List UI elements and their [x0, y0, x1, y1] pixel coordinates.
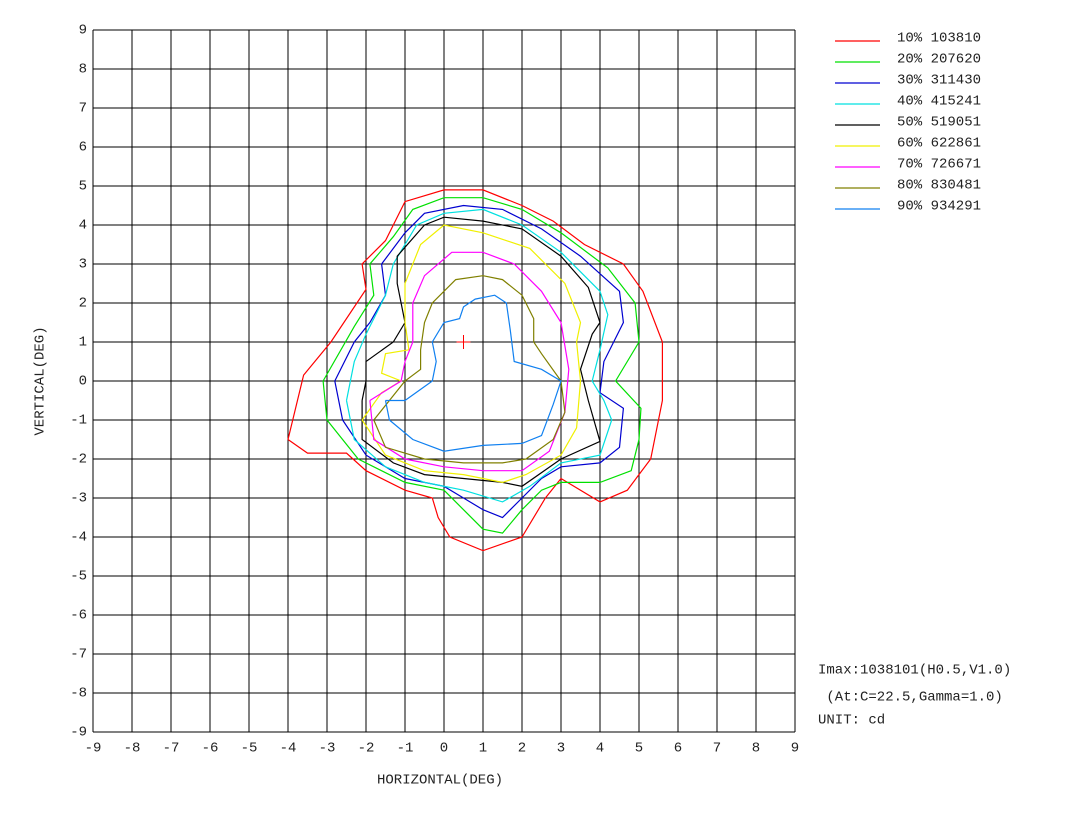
- y-tick-label: -7: [70, 647, 87, 663]
- contour-line: [369, 251, 570, 472]
- y-tick-label: -2: [70, 452, 87, 468]
- x-tick-label: 0: [440, 741, 448, 757]
- annotation: (At:C=22.5,Gamma=1.0): [818, 690, 1003, 706]
- legend-label: 10% 103810: [897, 31, 981, 47]
- x-axis-label: HORIZONTAL(DEG): [377, 773, 503, 789]
- legend-label: 80% 830481: [897, 178, 981, 194]
- contour-line: [322, 197, 642, 534]
- x-tick-label: -4: [280, 741, 297, 757]
- y-tick-label: 4: [79, 218, 87, 234]
- legend-label: 20% 207620: [897, 52, 981, 68]
- y-tick-label: 3: [79, 257, 87, 273]
- x-tick-label: 4: [596, 741, 604, 757]
- annotation: Imax:1038101(H0.5,V1.0): [818, 663, 1011, 679]
- x-tick-label: 7: [713, 741, 721, 757]
- y-tick-label: 1: [79, 335, 87, 351]
- contour-line: [334, 204, 625, 519]
- y-tick-label: 6: [79, 140, 87, 156]
- contour-line: [345, 208, 613, 503]
- y-tick-label: 0: [79, 374, 87, 390]
- x-tick-label: 5: [635, 741, 643, 757]
- x-tick-label: -9: [85, 741, 102, 757]
- contour-line: [373, 275, 566, 464]
- x-tick-label: 6: [674, 741, 682, 757]
- x-tick-label: -3: [319, 741, 336, 757]
- x-tick-label: 2: [518, 741, 526, 757]
- x-tick-label: -6: [202, 741, 219, 757]
- legend-label: 60% 622861: [897, 136, 981, 152]
- legend-label: 70% 726671: [897, 157, 981, 173]
- y-tick-label: -6: [70, 608, 87, 624]
- y-tick-label: -3: [70, 491, 87, 507]
- x-tick-label: -5: [241, 741, 258, 757]
- y-tick-label: 5: [79, 179, 87, 195]
- x-tick-label: 8: [752, 741, 760, 757]
- y-tick-label: -4: [70, 530, 87, 546]
- x-tick-label: 9: [791, 741, 799, 757]
- contour-line: [361, 216, 601, 487]
- y-tick-label: 9: [79, 23, 87, 39]
- peak-marker: [456, 335, 471, 349]
- legend-label: 30% 311430: [897, 73, 981, 89]
- x-tick-label: -7: [163, 741, 180, 757]
- x-tick-label: -1: [397, 741, 414, 757]
- annotation: UNIT: cd: [818, 713, 885, 729]
- y-tick-label: 8: [79, 62, 87, 78]
- y-tick-label: 2: [79, 296, 87, 312]
- legend-label: 40% 415241: [897, 94, 981, 110]
- x-tick-label: 1: [479, 741, 487, 757]
- y-tick-label: -8: [70, 686, 87, 702]
- legend-label: 90% 934291: [897, 199, 981, 215]
- contour-line: [361, 224, 582, 484]
- y-tick-label: 7: [79, 101, 87, 117]
- y-tick-label: -1: [70, 413, 87, 429]
- x-tick-label: -2: [358, 741, 375, 757]
- x-tick-label: -8: [124, 741, 141, 757]
- contour-line: [384, 294, 562, 452]
- x-tick-label: 3: [557, 741, 565, 757]
- y-tick-label: -9: [70, 725, 87, 741]
- y-tick-label: -5: [70, 569, 87, 585]
- legend-label: 50% 519051: [897, 115, 981, 131]
- y-axis-label: VERTICAL(DEG): [33, 326, 49, 435]
- contour-line: [287, 189, 663, 552]
